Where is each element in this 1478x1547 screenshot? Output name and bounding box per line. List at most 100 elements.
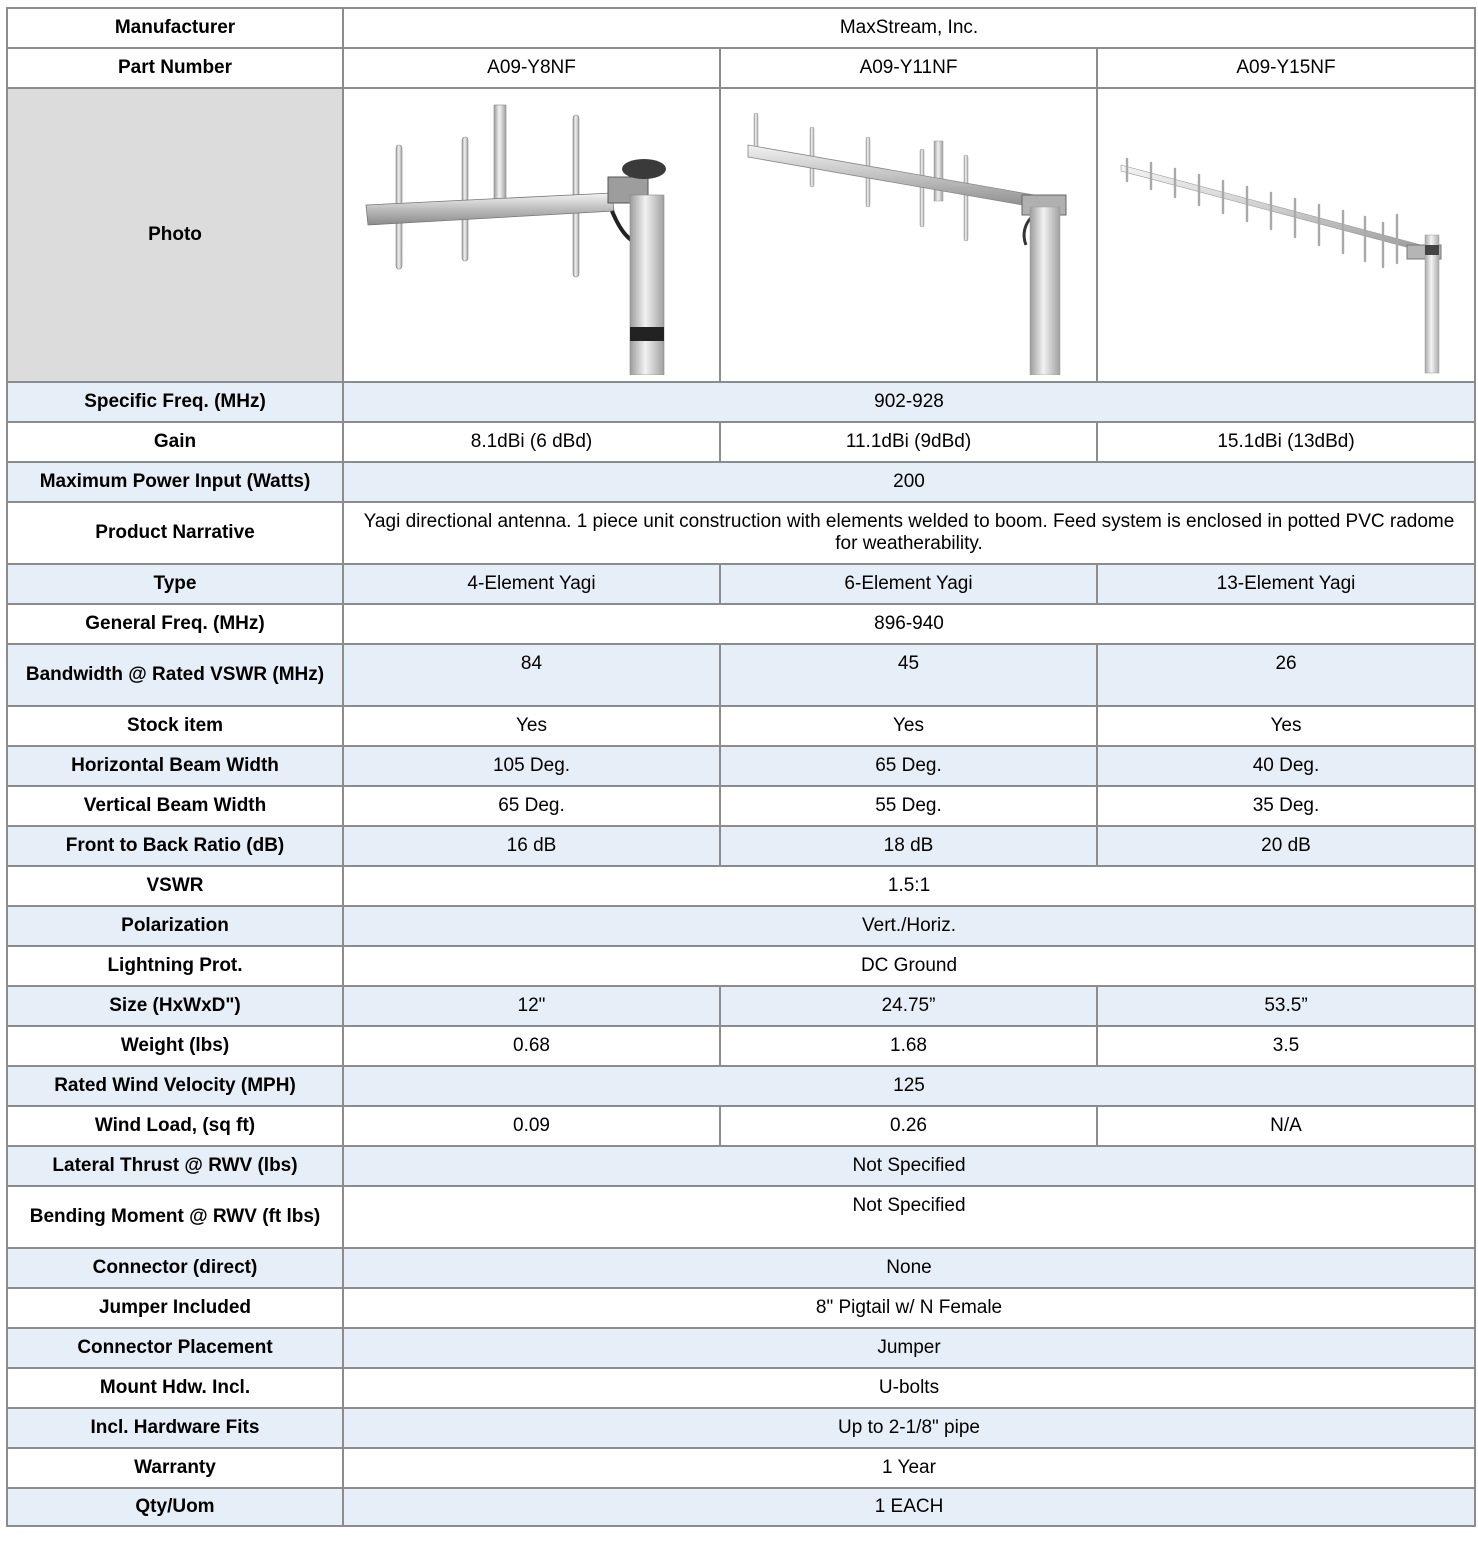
row-size: Size (HxWxD") 12" 24.75” 53.5” — [8, 987, 1475, 1025]
general-freq-label: General Freq. (MHz) — [8, 605, 342, 643]
bending-moment-value: Not Specified — [344, 1187, 1475, 1247]
type-value-3: 13-Element Yagi — [1098, 565, 1475, 603]
size-value-3: 53.5” — [1098, 987, 1475, 1025]
row-wind-velocity: Rated Wind Velocity (MPH) 125 — [8, 1067, 1475, 1105]
bandwidth-label: Bandwidth @ Rated VSWR (MHz) — [8, 645, 342, 705]
qty-uom-label: Qty/Uom — [8, 1489, 342, 1525]
weight-label: Weight (lbs) — [8, 1027, 342, 1065]
antenna-13-element-photo — [1120, 157, 1442, 374]
row-bandwidth: Bandwidth @ Rated VSWR (MHz) 84 45 26 — [8, 645, 1475, 705]
size-value-2: 24.75” — [721, 987, 1096, 1025]
row-photo: Photo — [8, 89, 1475, 381]
h-beam-value-2: 65 Deg. — [721, 747, 1096, 785]
row-polarization: Polarization Vert./Horiz. — [8, 907, 1475, 945]
row-v-beam: Vertical Beam Width 65 Deg. 55 Deg. 35 D… — [8, 787, 1475, 825]
stock-value-1: Yes — [344, 707, 719, 745]
wind-load-value-1: 0.09 — [344, 1107, 719, 1145]
size-value-1: 12" — [344, 987, 719, 1025]
vswr-label: VSWR — [8, 867, 342, 905]
v-beam-label: Vertical Beam Width — [8, 787, 342, 825]
row-part-number: Part Number A09-Y8NF A09-Y11NF A09-Y15NF — [8, 49, 1475, 87]
wind-load-label: Wind Load, (sq ft) — [8, 1107, 342, 1145]
jumper-label: Jumper Included — [8, 1289, 342, 1327]
polarization-label: Polarization — [8, 907, 342, 945]
stock-label: Stock item — [8, 707, 342, 745]
row-qty-uom: Qty/Uom 1 EACH — [8, 1489, 1475, 1525]
weight-value-2: 1.68 — [721, 1027, 1096, 1065]
row-front-back: Front to Back Ratio (dB) 16 dB 18 dB 20 … — [8, 827, 1475, 865]
manufacturer-label: Manufacturer — [8, 9, 342, 47]
h-beam-value-3: 40 Deg. — [1098, 747, 1475, 785]
photo-cell-2 — [721, 89, 1096, 381]
h-beam-value-1: 105 Deg. — [344, 747, 719, 785]
weight-value-3: 3.5 — [1098, 1027, 1475, 1065]
manufacturer-value: MaxStream, Inc. — [344, 9, 1475, 47]
row-mount-hdw: Mount Hdw. Incl. U-bolts — [8, 1369, 1475, 1407]
max-power-label: Maximum Power Input (Watts) — [8, 463, 342, 501]
antenna-4-element-photo — [365, 104, 666, 375]
row-connector-placement: Connector Placement Jumper — [8, 1329, 1475, 1367]
gain-label: Gain — [8, 423, 342, 461]
row-gain: Gain 8.1dBi (6 dBd) 11.1dBi (9dBd) 15.1d… — [8, 423, 1475, 461]
gain-value-2: 11.1dBi (9dBd) — [721, 423, 1096, 461]
general-freq-value: 896-940 — [344, 605, 1475, 643]
narrative-label: Product Narrative — [8, 503, 342, 563]
type-value-1: 4-Element Yagi — [344, 565, 719, 603]
connector-placement-value: Jumper — [344, 1329, 1475, 1367]
wind-load-value-3: N/A — [1098, 1107, 1475, 1145]
h-beam-label: Horizontal Beam Width — [8, 747, 342, 785]
row-narrative: Product Narrative Yagi directional anten… — [8, 503, 1475, 563]
row-manufacturer: Manufacturer MaxStream, Inc. — [8, 9, 1475, 47]
row-specific-freq: Specific Freq. (MHz) 902-928 — [8, 383, 1475, 421]
v-beam-value-1: 65 Deg. — [344, 787, 719, 825]
connector-direct-label: Connector (direct) — [8, 1249, 342, 1287]
bandwidth-value-1: 84 — [344, 645, 719, 705]
antenna-6-element-photo — [747, 112, 1066, 375]
narrative-value: Yagi directional antenna. 1 piece unit c… — [344, 503, 1475, 563]
row-hardware-fits: Incl. Hardware Fits Up to 2-1/8" pipe — [8, 1409, 1475, 1447]
lateral-thrust-value: Not Specified — [344, 1147, 1475, 1185]
jumper-value: 8" Pigtail w/ N Female — [344, 1289, 1475, 1327]
row-general-freq: General Freq. (MHz) 896-940 — [8, 605, 1475, 643]
gain-value-1: 8.1dBi (6 dBd) — [344, 423, 719, 461]
qty-uom-value: 1 EACH — [344, 1489, 1475, 1525]
part-number-2: A09-Y11NF — [721, 49, 1096, 87]
photo-label: Photo — [8, 89, 342, 381]
hardware-fits-value: Up to 2-1/8" pipe — [344, 1409, 1475, 1447]
size-label: Size (HxWxD") — [8, 987, 342, 1025]
row-lateral-thrust: Lateral Thrust @ RWV (lbs) Not Specified — [8, 1147, 1475, 1185]
row-stock: Stock item Yes Yes Yes — [8, 707, 1475, 745]
row-max-power: Maximum Power Input (Watts) 200 — [8, 463, 1475, 501]
spec-table: Manufacturer MaxStream, Inc. Part Number… — [6, 7, 1477, 1527]
hardware-fits-label: Incl. Hardware Fits — [8, 1409, 342, 1447]
stock-value-2: Yes — [721, 707, 1096, 745]
wind-velocity-label: Rated Wind Velocity (MPH) — [8, 1067, 342, 1105]
wind-load-value-2: 0.26 — [721, 1107, 1096, 1145]
v-beam-value-3: 35 Deg. — [1098, 787, 1475, 825]
gain-value-3: 15.1dBi (13dBd) — [1098, 423, 1475, 461]
bending-moment-label: Bending Moment @ RWV (ft lbs) — [8, 1187, 342, 1247]
front-back-label: Front to Back Ratio (dB) — [8, 827, 342, 865]
photo-cell-1 — [344, 89, 719, 381]
front-back-value-3: 20 dB — [1098, 827, 1475, 865]
lateral-thrust-label: Lateral Thrust @ RWV (lbs) — [8, 1147, 342, 1185]
bandwidth-value-2: 45 — [721, 645, 1096, 705]
row-vswr: VSWR 1.5:1 — [8, 867, 1475, 905]
wind-velocity-value: 125 — [344, 1067, 1475, 1105]
stock-value-3: Yes — [1098, 707, 1475, 745]
specific-freq-value: 902-928 — [344, 383, 1475, 421]
lightning-label: Lightning Prot. — [8, 947, 342, 985]
connector-direct-value: None — [344, 1249, 1475, 1287]
vswr-value: 1.5:1 — [344, 867, 1475, 905]
type-label: Type — [8, 565, 342, 603]
polarization-value: Vert./Horiz. — [344, 907, 1475, 945]
type-value-2: 6-Element Yagi — [721, 565, 1096, 603]
part-number-3: A09-Y15NF — [1098, 49, 1475, 87]
max-power-value: 200 — [344, 463, 1475, 501]
row-bending-moment: Bending Moment @ RWV (ft lbs) Not Specif… — [8, 1187, 1475, 1247]
bandwidth-value-3: 26 — [1098, 645, 1475, 705]
row-lightning: Lightning Prot. DC Ground — [8, 947, 1475, 985]
row-h-beam: Horizontal Beam Width 105 Deg. 65 Deg. 4… — [8, 747, 1475, 785]
front-back-value-2: 18 dB — [721, 827, 1096, 865]
row-weight: Weight (lbs) 0.68 1.68 3.5 — [8, 1027, 1475, 1065]
